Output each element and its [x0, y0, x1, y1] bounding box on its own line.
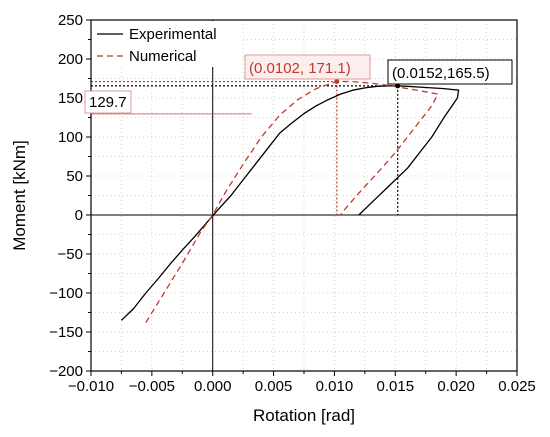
annotation-yield-moment-box [84, 90, 132, 114]
annotation-peak-experimental-box [387, 59, 513, 85]
y-tick-label: 200 [58, 51, 83, 68]
x-tick-label: 0.020 [437, 378, 475, 395]
legend-box [92, 21, 242, 67]
peak-marker-experimental [395, 83, 401, 89]
y-tick-label: 0 [75, 207, 83, 224]
y-tick-label: −150 [49, 324, 83, 341]
legend-label-numerical: Numerical [129, 48, 197, 65]
y-tick-label: −200 [49, 363, 83, 380]
x-tick-label: 0.025 [498, 378, 536, 395]
x-tick-label: 0.000 [194, 378, 232, 395]
y-tick-label: 250 [58, 12, 83, 29]
x-tick-label: 0.005 [255, 378, 293, 395]
x-axis-label: Rotation [rad] [253, 406, 355, 425]
y-tick-label: 100 [58, 129, 83, 146]
annotation-peak-numerical-box [244, 54, 371, 80]
y-axis-label: Moment [kNm] [10, 140, 29, 251]
series-line-numerical [145, 80, 439, 323]
series-line-experimental [120, 85, 460, 321]
series-layer [120, 79, 460, 323]
y-tick-label: −100 [49, 285, 83, 302]
annotations: (0.0102, 171.1) (0.0152,165.5) 129.7 [84, 54, 513, 114]
annotation-guide-lines [91, 80, 399, 215]
zero-axis-lines [91, 20, 517, 371]
annotation-peak-numerical-label: (0.0102, 171.1) [249, 60, 351, 77]
y-tick-label: 50 [66, 168, 83, 185]
annotation-peak-experimental-label: (0.0152,165.5) [392, 65, 490, 82]
y-tick-label: 150 [58, 90, 83, 107]
ticks: −0.010 −0.005 0.000 0.005 0.010 0.015 0.020 0.0… [49, 12, 536, 395]
x-tick-label: 0.015 [377, 378, 415, 395]
legend-label-experimental: Experimental [129, 26, 217, 43]
peak-marker-numerical [334, 79, 340, 85]
x-tick-label: 0.010 [316, 378, 354, 395]
y-tick-label: −50 [58, 246, 83, 263]
legend: Experimental Numerical [92, 21, 242, 67]
x-tick-label: −0.010 [68, 378, 114, 395]
annotation-yield-moment-label: 129.7 [89, 94, 127, 111]
x-tick-label: −0.005 [129, 378, 175, 395]
